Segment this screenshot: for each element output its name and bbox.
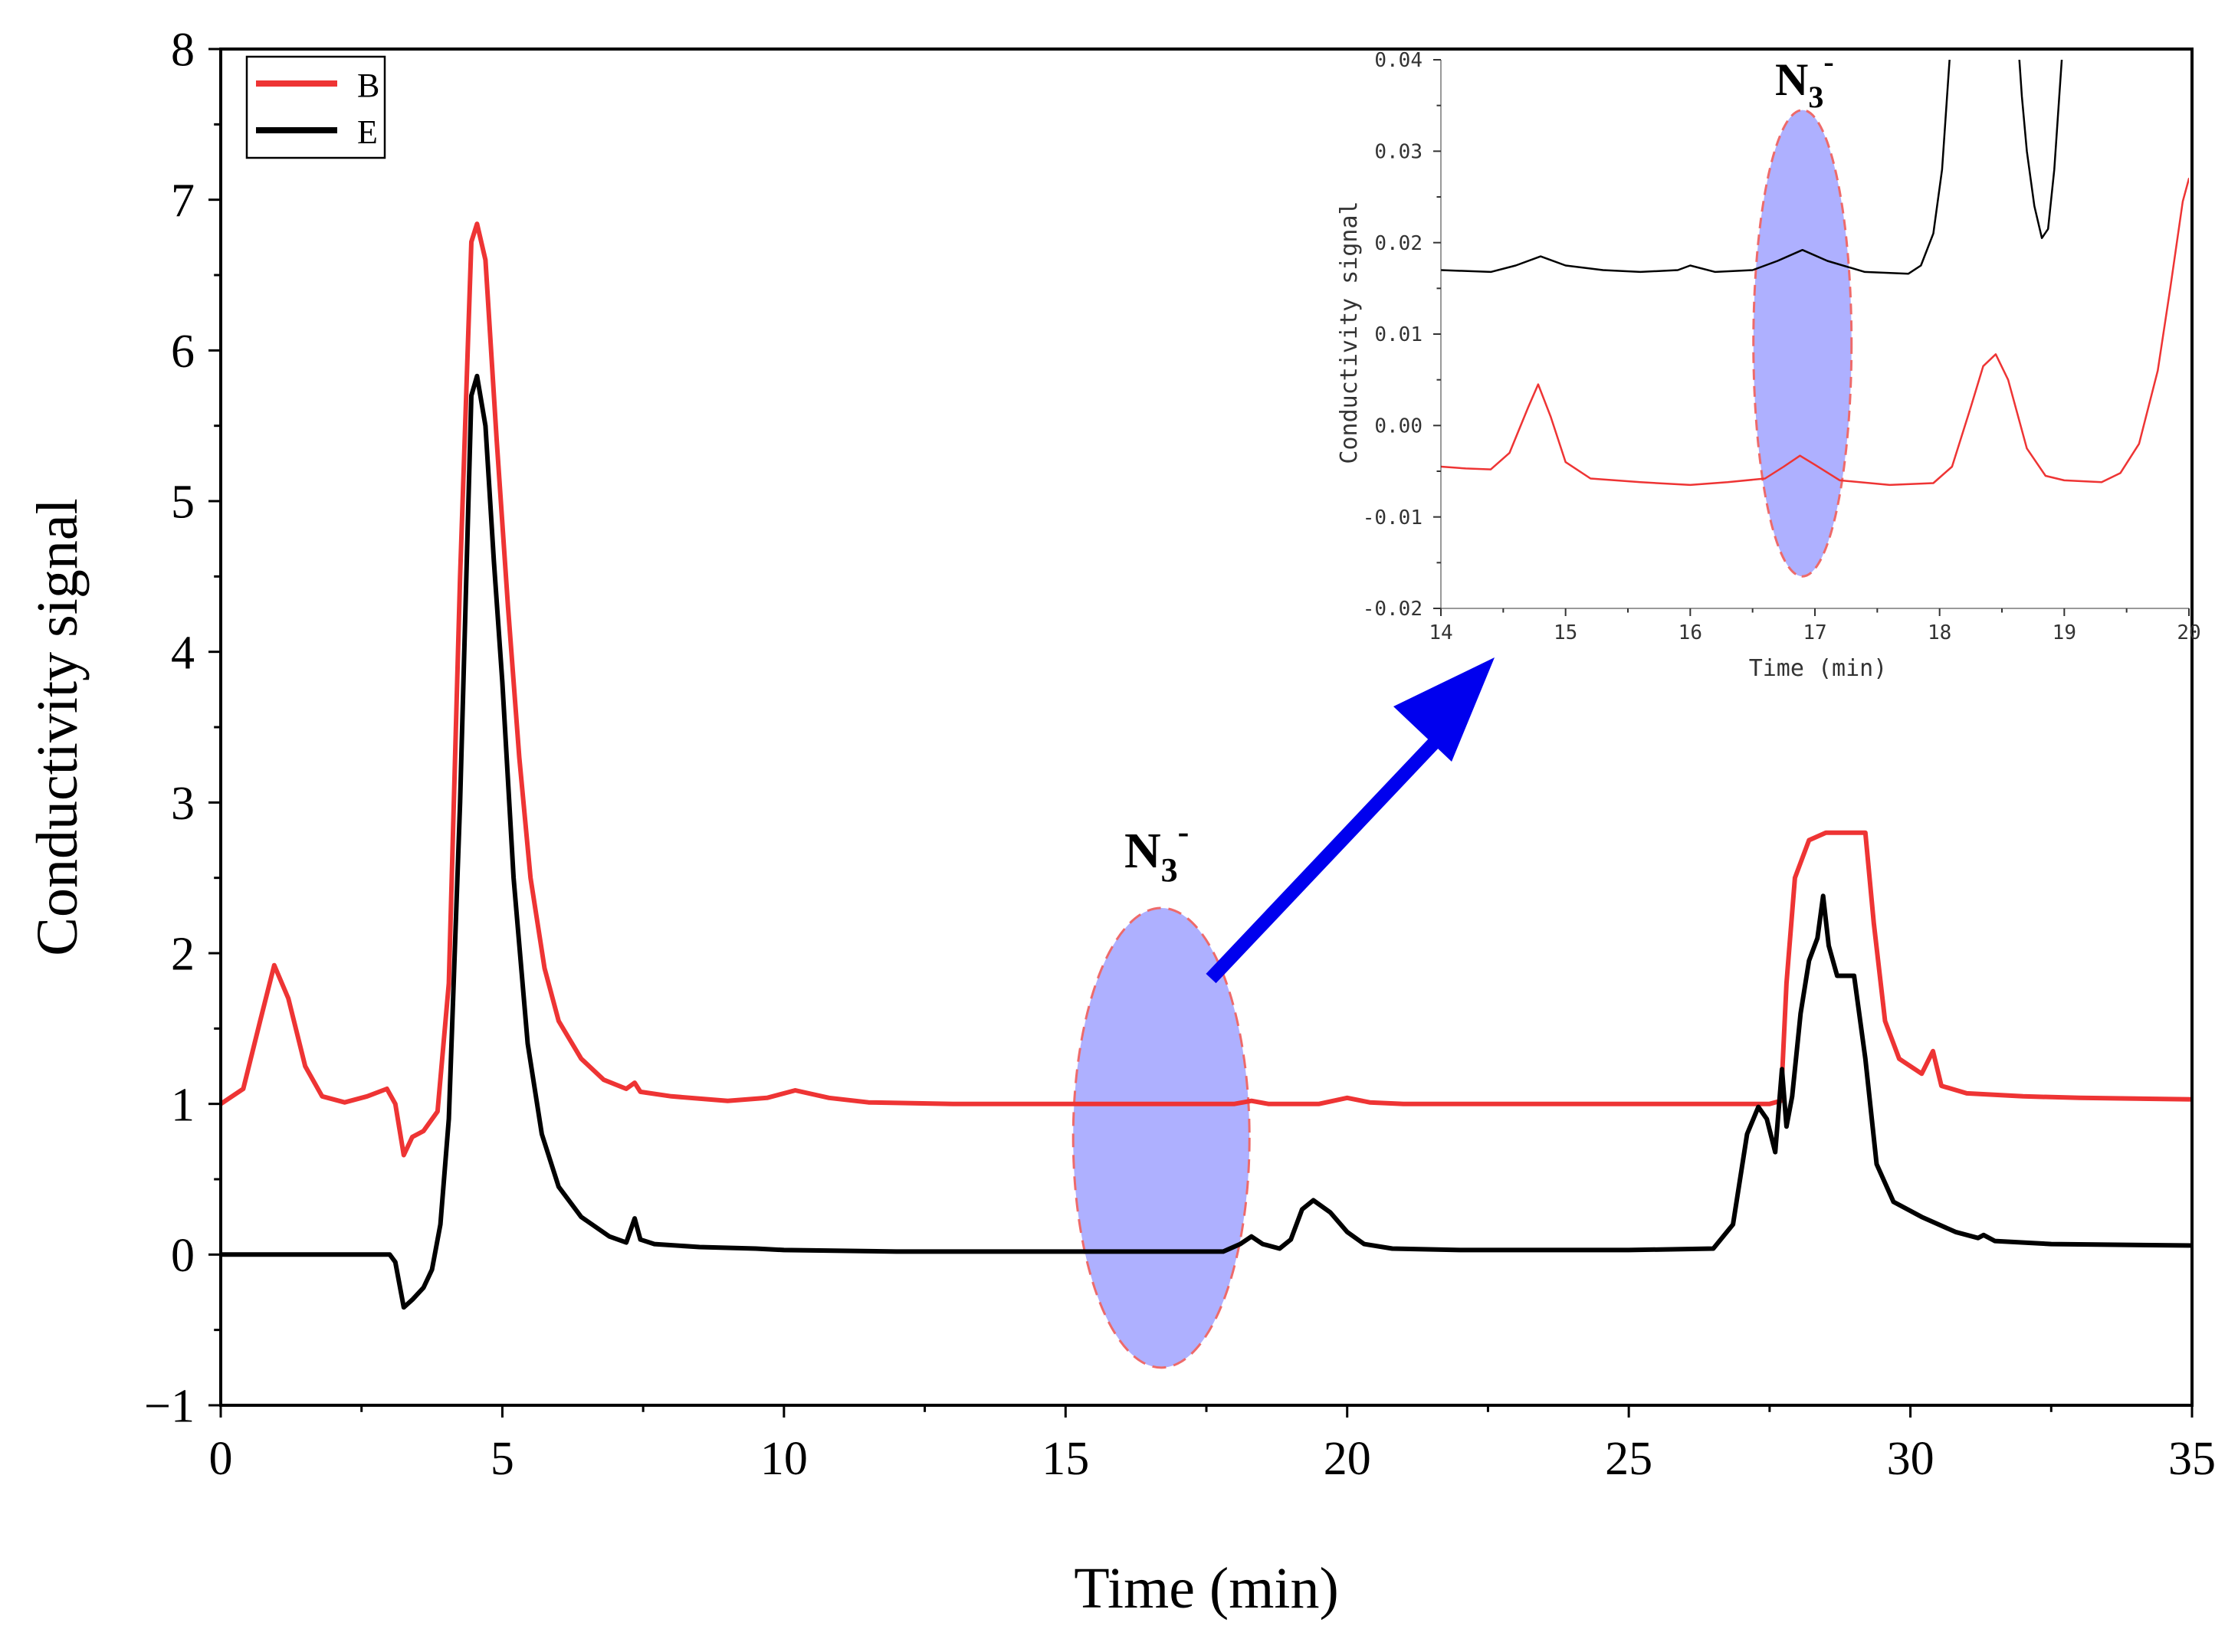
inset-n3-annotation: N3- — [1775, 44, 1834, 114]
main-y-axis-label: Conductivity signal — [25, 498, 90, 955]
inset-y-tick-label-0-02: 0.02 — [1374, 232, 1423, 255]
inset-series — [1441, 60, 2189, 487]
main-y-tick-label--1: −1 — [144, 1381, 195, 1433]
zoom-arrow — [1206, 657, 1495, 984]
inset-x-tick-label-18: 18 — [1928, 621, 1951, 644]
inset-series-b — [1441, 177, 2189, 487]
inset-x-tick-label-19: 19 — [2053, 621, 2076, 644]
main-x-tick-label-15: 15 — [1042, 1433, 1089, 1485]
main-y-tick-label-2: 2 — [171, 929, 195, 981]
inset-series-e — [1441, 60, 1951, 275]
inset-y-tick-label-0-04: 0.04 — [1374, 49, 1423, 72]
inset-y-tick-label-0-01: 0.01 — [1374, 323, 1423, 346]
inset-y-tick-label-0-03: 0.03 — [1374, 140, 1423, 163]
n3-inset-highlight-ellipse — [1752, 109, 1853, 578]
main-y-tick-label-3: 3 — [171, 778, 195, 830]
inset-y-tick-label--0-02: -0.02 — [1363, 598, 1423, 621]
main-x-tick-label-35: 35 — [2168, 1433, 2216, 1485]
main-y-tick-label-7: 7 — [171, 175, 195, 227]
legend-box — [245, 55, 386, 159]
main-x-tick-label-0: 0 — [209, 1433, 233, 1485]
main-y-tick-label-8: 8 — [171, 25, 195, 77]
main-x-tick-label-5: 5 — [491, 1433, 514, 1485]
main-n3-annotation: N3- — [1124, 813, 1189, 889]
main-y-tick-label-0: 0 — [171, 1230, 195, 1282]
legend-label-b: B — [357, 67, 379, 104]
inset-x-tick-label-20: 20 — [2177, 621, 2200, 644]
main-series — [221, 221, 2192, 1310]
main-chart: 0 5 10 15 20 25 30 35 −1 0 1 2 3 4 5 6 7 8 Time (min) Con… — [25, 25, 2216, 1621]
main-x-tick-label-20: 20 — [1324, 1433, 1371, 1485]
inset-x-tick-label-16: 16 — [1678, 621, 1702, 644]
legend-label-e: E — [357, 113, 378, 151]
inset-x-axis-label: Time (min) — [1749, 655, 1888, 682]
main-x-axis-label: Time (min) — [1074, 1556, 1339, 1621]
main-series-b — [221, 221, 2192, 1158]
main-y-tick-label-5: 5 — [171, 477, 195, 529]
main-x-tick-label-30: 30 — [1887, 1433, 1934, 1485]
main-y-tick-label-4: 4 — [171, 627, 195, 679]
main-y-tick-label-1: 1 — [171, 1079, 195, 1131]
main-y-tick-label-6: 6 — [171, 326, 195, 378]
main-x-tick-label-25: 25 — [1605, 1433, 1652, 1485]
main-series-e — [221, 373, 2192, 1310]
inset-y-axis-label: Conductivity signal — [1336, 201, 1363, 464]
main-x-tick-label-10: 10 — [760, 1433, 808, 1485]
inset-chart: 14 15 16 17 18 19 20 -0.02 -0.01 0.00 0.01 0.02 0.03… — [1336, 44, 2201, 682]
inset-series-e-peak — [2018, 60, 2063, 239]
inset-x-tick-label-15: 15 — [1554, 621, 1577, 644]
inset-x-tick-label-14: 14 — [1429, 621, 1452, 644]
inset-y-tick-label-0: 0.00 — [1374, 415, 1423, 438]
zoom-arrow-head — [1393, 657, 1495, 762]
zoom-arrow-shaft — [1206, 730, 1446, 984]
inset-axes: 14 15 16 17 18 19 20 -0.02 -0.01 0.00 0.01 0.02 0.03… — [1363, 49, 2201, 644]
n3-main-highlight-ellipse — [1071, 906, 1251, 1369]
inset-x-tick-label-17: 17 — [1803, 621, 1826, 644]
main-axes: 0 5 10 15 20 25 30 35 −1 0 1 2 3 4 5 6 7 8 — [144, 25, 2216, 1485]
inset-y-tick-label--0-01: -0.01 — [1363, 506, 1423, 529]
legend: B E — [245, 55, 386, 159]
